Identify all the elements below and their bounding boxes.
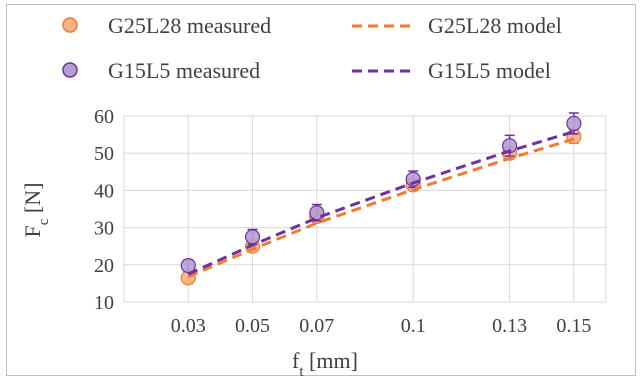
y-tick-label: 30 — [94, 218, 114, 240]
data-point-g15l5-measured — [566, 115, 582, 132]
y-tick-label: 10 — [94, 292, 114, 314]
x-tick-label: 0.03 — [171, 315, 206, 337]
x-axis-title-main: f — [292, 348, 300, 373]
x-axis-ticks: 0.03 0.05 0.07 0.1 0.13 0.15 — [171, 315, 592, 337]
y-axis-ticks: 10 20 30 40 50 60 — [94, 106, 114, 314]
x-tick-label: 0.13 — [492, 315, 527, 337]
y-tick-label: 60 — [94, 106, 114, 128]
legend-marker-g25l28-measured — [62, 17, 78, 33]
plot-area — [180, 112, 582, 286]
x-axis-title-unit: [mm] — [304, 348, 358, 373]
legend-marker-g15l5-measured — [62, 62, 78, 78]
y-axis-title-unit: [N] — [20, 183, 45, 219]
series-line-g15l5-model — [187, 130, 575, 276]
y-axis-title: Fc [N] — [20, 183, 52, 238]
data-point-g15l5-measured — [502, 138, 518, 154]
legend-item-g25l28-measured: G25L28 measured — [62, 13, 271, 38]
legend-label-g25l28-measured: G25L28 measured — [108, 13, 271, 38]
y-axis-title-main: F — [20, 225, 45, 237]
x-tick-label: 0.05 — [235, 315, 270, 337]
legend-item-g25l28-model: G25L28 model — [352, 13, 562, 38]
legend: G25L28 measured G25L28 model G15L5 measu… — [62, 13, 562, 83]
legend-label-g25l28-model: G25L28 model — [428, 13, 562, 38]
legend-label-g15l5-model: G15L5 model — [428, 58, 551, 83]
x-tick-label: 0.1 — [401, 315, 426, 337]
data-point-g15l5-measured — [244, 229, 261, 245]
x-axis-title-subscript: t — [299, 364, 304, 380]
y-tick-label: 40 — [94, 180, 114, 202]
legend-item-g15l5-model: G15L5 model — [352, 58, 551, 83]
y-axis-title-subscript: c — [36, 218, 52, 225]
x-tick-label: 0.07 — [299, 315, 334, 337]
legend-label-g15l5-measured: G15L5 measured — [108, 58, 260, 83]
y-tick-label: 50 — [94, 143, 114, 165]
series-line-g25l28-model — [187, 137, 575, 279]
legend-item-g15l5-measured: G15L5 measured — [62, 58, 260, 83]
x-tick-label: 0.15 — [556, 315, 591, 337]
x-axis-title: ft [mm] — [292, 348, 358, 380]
y-tick-label: 20 — [94, 255, 114, 277]
